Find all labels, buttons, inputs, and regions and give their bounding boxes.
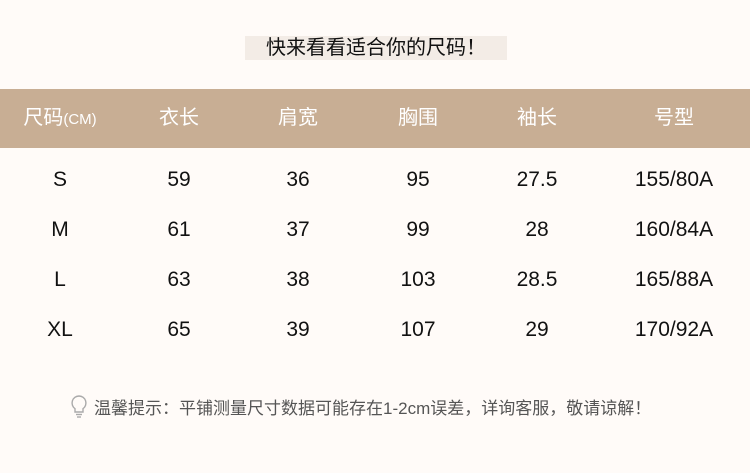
cell-chest: 107 — [400, 318, 436, 341]
cell-size: S — [52, 168, 68, 191]
cell-sleeve: 29 — [525, 318, 549, 341]
tip: 温馨提示：平铺测量尺寸数据可能存在1-2cm误差，详询客服，敬请谅解！ — [68, 394, 651, 418]
cell-length: 65 — [167, 318, 191, 341]
tip-text: 温馨提示：平铺测量尺寸数据可能存在1-2cm误差，详询客服，敬请谅解！ — [94, 398, 652, 418]
header-fit: 号型 — [654, 107, 694, 129]
cell-shoulder: 38 — [286, 268, 310, 291]
cell-fit: 165/88A — [634, 268, 714, 291]
cell-size: M — [51, 218, 69, 241]
cell-chest: 99 — [406, 218, 430, 241]
cell-shoulder: 39 — [286, 318, 310, 341]
header-chest: 胸围 — [398, 107, 438, 129]
cell-length: 59 — [167, 168, 191, 191]
header-size-label: 尺码 — [23, 107, 64, 129]
table-header: 尺码(CM) 衣长 肩宽 胸围 袖长 号型 — [0, 89, 750, 148]
cell-sleeve: 27.5 — [516, 168, 558, 191]
header-shoulder: 肩宽 — [278, 107, 318, 129]
cell-shoulder: 37 — [286, 218, 310, 241]
cell-sleeve: 28 — [525, 218, 549, 241]
cell-fit: 155/80A — [634, 168, 714, 191]
cell-length: 61 — [167, 218, 191, 241]
table-row: XL 65 39 107 29 170/92A — [0, 305, 750, 355]
table-row: M 61 37 99 28 160/84A — [0, 205, 750, 255]
cell-size: XL — [47, 318, 73, 341]
cell-fit: 170/92A — [634, 318, 714, 341]
header-size: 尺码(CM) — [23, 89, 96, 149]
header-length: 衣长 — [159, 107, 199, 129]
page-title: 快来看看适合你的尺码！ — [245, 36, 507, 60]
cell-chest: 103 — [400, 268, 436, 291]
cell-size: L — [54, 268, 66, 291]
cell-sleeve: 28.5 — [516, 268, 558, 291]
header-sleeve: 袖长 — [517, 107, 557, 129]
table-row: L 63 38 103 28.5 165/88A — [0, 255, 750, 305]
lightbulb-icon — [71, 395, 87, 418]
cell-shoulder: 36 — [286, 168, 310, 191]
cell-fit: 160/84A — [634, 218, 714, 241]
cell-chest: 95 — [406, 168, 430, 191]
table-row: S 59 36 95 27.5 155/80A — [0, 155, 750, 205]
cell-length: 63 — [167, 268, 191, 291]
header-size-unit: (CM) — [63, 111, 97, 128]
